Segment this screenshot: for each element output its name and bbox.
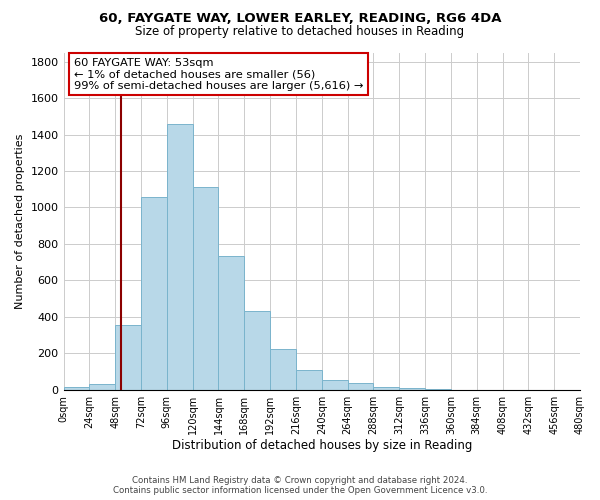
Text: Size of property relative to detached houses in Reading: Size of property relative to detached ho… (136, 25, 464, 38)
Text: 60 FAYGATE WAY: 53sqm
← 1% of detached houses are smaller (56)
99% of semi-detac: 60 FAYGATE WAY: 53sqm ← 1% of detached h… (74, 58, 363, 91)
Bar (347, 382, 373, 390)
Y-axis label: Number of detached properties: Number of detached properties (15, 134, 25, 309)
Bar (89, 384, 115, 390)
Bar (193, 188, 218, 390)
Bar (270, 349, 296, 390)
X-axis label: Distribution of detached houses by size in Reading: Distribution of detached houses by size … (172, 440, 472, 452)
Bar (296, 370, 322, 390)
Bar (373, 387, 399, 390)
Bar (244, 312, 270, 390)
Bar (322, 380, 347, 390)
Text: 60, FAYGATE WAY, LOWER EARLEY, READING, RG6 4DA: 60, FAYGATE WAY, LOWER EARLEY, READING, … (99, 12, 501, 26)
Bar (64, 387, 89, 390)
Bar (141, 196, 167, 390)
Bar (218, 256, 244, 390)
Bar (115, 325, 141, 390)
Bar (167, 124, 193, 390)
Bar (399, 388, 425, 390)
Text: Contains HM Land Registry data © Crown copyright and database right 2024.
Contai: Contains HM Land Registry data © Crown c… (113, 476, 487, 495)
